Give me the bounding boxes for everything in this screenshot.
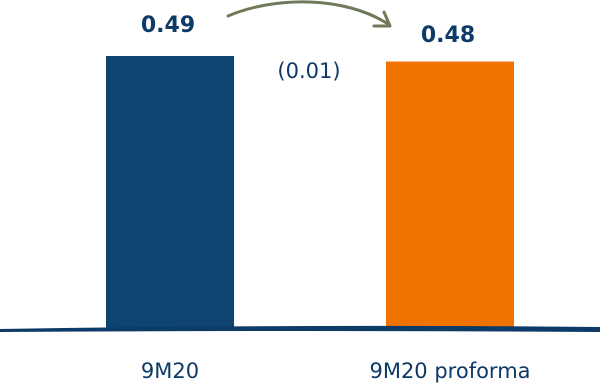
change-arrow	[226, 0, 390, 26]
change-arrowhead	[372, 10, 392, 28]
value-labels-group: 0.49 0.48	[141, 13, 475, 48]
bars-group	[106, 56, 514, 329]
x-axis-baseline	[0, 325, 600, 332]
category-label-9m20-proforma: 9M20 proforma	[369, 359, 530, 383]
bar-9m20	[106, 56, 234, 329]
change-label: (0.01)	[277, 59, 340, 83]
value-label-9m20-proforma: 0.48	[421, 23, 475, 48]
bar-9m20-proforma	[386, 61, 514, 329]
category-label-9m20: 9M20	[141, 359, 199, 383]
value-label-9m20: 0.49	[141, 13, 195, 38]
category-labels-group: 9M20 9M20 proforma	[141, 359, 531, 383]
